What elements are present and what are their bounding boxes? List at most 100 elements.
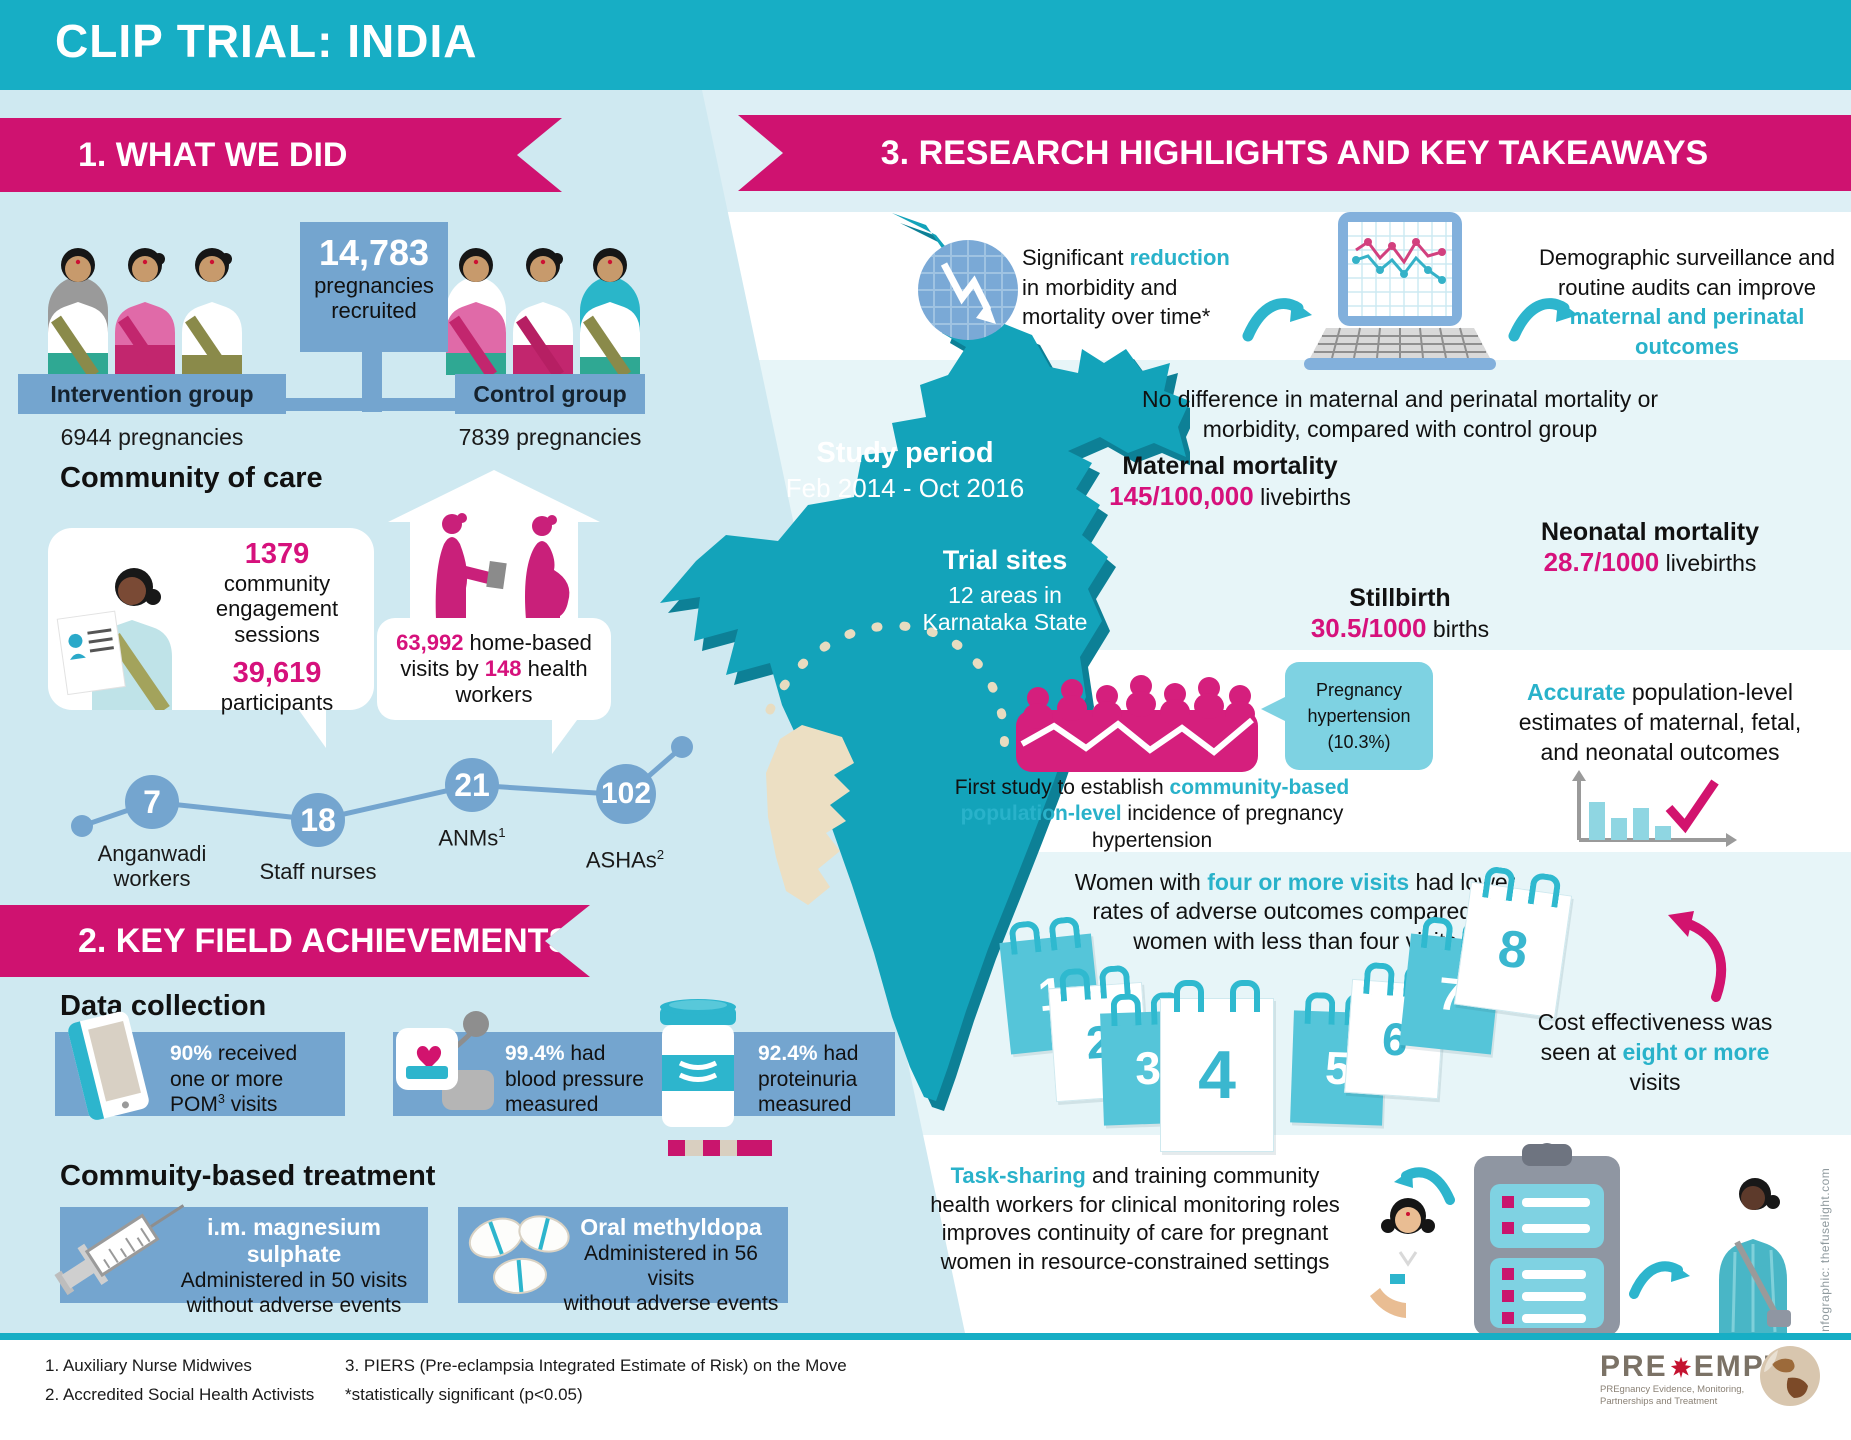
trial-sites-line2: Karnataka State <box>922 609 1088 635</box>
page-header: CLIP TRIAL: INDIA <box>0 0 1851 90</box>
highlight-reduction-text: Significant reduction in morbidity and m… <box>1022 245 1230 330</box>
footnotes-column-1: 1. Auxiliary Nurse Midwives 2. Accredite… <box>45 1356 315 1404</box>
footer-divider <box>0 1333 1851 1340</box>
india-map <box>660 213 1190 1111</box>
maternal-mortality-stat: Maternal mortality 145/100,000 livebirth… <box>1109 452 1351 511</box>
laptop-icon <box>1304 212 1496 370</box>
logo-part1: PRE <box>1600 1350 1668 1383</box>
visit-page-8: 8 <box>1453 881 1573 1019</box>
home-visit-figures-icon <box>435 513 570 620</box>
pills-icon <box>468 1215 570 1295</box>
woman-icon <box>513 248 573 375</box>
crowd-icon <box>1016 675 1258 772</box>
control-group-count: 7839 pregnancies <box>458 424 642 450</box>
takeaway-surveillance-text: Demographic surveillance and routine aud… <box>1539 245 1835 360</box>
intervention-group-count: 6944 pregnancies <box>60 424 244 450</box>
participants-label: participants <box>220 689 334 715</box>
ashas-label: ASHAs2 <box>585 847 665 873</box>
footnotes-column-2: 3. PIERS (Pre-eclampsia Integrated Estim… <box>345 1356 847 1404</box>
anms-count-node: 21 <box>445 758 499 812</box>
methyldopa-text: Oral methyldopa Administered in 56 visit… <box>563 1214 779 1316</box>
bar-chart-check-icon <box>1572 770 1737 847</box>
section-banner-research: 3. RESEARCH HIGHLIGHTS AND KEY TAKEAWAYS <box>738 115 1851 191</box>
speech-bubble-tail <box>1261 696 1287 722</box>
karnataka-region <box>766 725 854 905</box>
cost-effectiveness-text: Cost effectiveness was seen at eight or … <box>1537 1009 1773 1095</box>
group-connector-stem <box>362 352 382 412</box>
page-title: CLIP TRIAL: INDIA <box>55 15 478 67</box>
stillbirth-stat: Stillbirth 30.5/1000 births <box>1310 584 1490 643</box>
first-study-text: First study to establish community-based… <box>954 776 1350 852</box>
control-group-figures <box>446 248 640 375</box>
recruited-label: pregnancies recruited <box>314 273 434 323</box>
tablet-icon <box>68 1011 149 1120</box>
dipstick-icon <box>668 1140 772 1156</box>
trend-down-icon <box>918 240 1018 340</box>
band-row-surveillance <box>702 212 1851 360</box>
pink-arrow-icon <box>1668 911 1727 1002</box>
study-period-label: Study period <box>816 437 994 469</box>
intervention-group-figures <box>48 248 242 375</box>
magnesium-text: i.m. magnesium sulphate Administered in … <box>180 1214 408 1318</box>
speech-bubble-tail <box>296 706 326 748</box>
home-visits-text: 63,992 home-based visits by 148 health w… <box>396 630 592 707</box>
anms-label: ANMs1 <box>438 825 506 851</box>
syringe-icon <box>54 1204 185 1296</box>
control-group-label: Control group <box>455 374 645 414</box>
visit-page-4: 4 <box>1160 980 1274 1152</box>
hypertension-bubble: Pregnancy hypertension (10.3%) <box>1285 662 1433 770</box>
woman-icon <box>580 248 640 375</box>
section-banner-key-field: 2. KEY FIELD ACHIEVEMENTS <box>0 905 590 977</box>
arrow-right-icon <box>1508 298 1578 342</box>
proteinuria-text: 92.4% had proteinuria measured <box>758 1042 859 1117</box>
arrow-right-icon <box>1242 298 1312 342</box>
pregnant-woman-icon <box>1719 1178 1791 1333</box>
task-sharing-text: Task-sharing and training community heal… <box>930 1163 1340 1274</box>
health-workers-value: 148 <box>484 655 522 681</box>
anganwadi-count-node: 7 <box>125 775 179 829</box>
recruited-box: 14,783 pregnancies recruited <box>300 222 448 352</box>
study-period-value: Feb 2014 - Oct 2016 <box>785 473 1025 503</box>
maple-leaf-icon <box>1670 1356 1691 1378</box>
home-visits-speech-bubble <box>377 618 611 720</box>
arrow-left-icon <box>1394 1167 1455 1205</box>
speech-bubble-tail <box>552 716 580 754</box>
credit-text: infographic: thefuselight.com <box>1818 1167 1832 1335</box>
woman-icon <box>115 248 175 375</box>
pom-visits-text: 90% received one or more POM3 visits <box>170 1042 298 1117</box>
bp-monitor-icon <box>396 1011 494 1110</box>
house-icon <box>388 470 600 522</box>
trial-sites-line1: 12 areas in <box>948 582 1062 608</box>
india-shape <box>660 213 1190 1101</box>
community-woman-icon <box>56 568 172 710</box>
urine-cup-icon <box>660 999 736 1127</box>
no-difference-text: No difference in maternal and perinatal … <box>1141 386 1659 442</box>
trial-sites-dashed-arc <box>765 621 1009 770</box>
woman-icon <box>48 248 108 375</box>
treatment-heading: Commuity-based treatment <box>60 1160 436 1192</box>
anganwadi-label: Anganwadi workers <box>97 841 207 891</box>
community-of-care-heading: Community of care <box>60 462 323 494</box>
trial-sites-label: Trial sites <box>942 545 1068 575</box>
globe-icon <box>1760 1346 1820 1406</box>
home-visits-value: 63,992 <box>396 630 464 655</box>
engagement-sessions-value: 1379 <box>244 538 310 570</box>
staff-nurses-label: Staff nurses <box>259 859 377 884</box>
arrow-right-icon <box>1629 1261 1690 1299</box>
recruited-value: 14,783 <box>318 232 430 273</box>
woman-icon <box>182 248 242 375</box>
clipboard-icon <box>1474 1143 1620 1336</box>
staff-nurses-count-node: 18 <box>291 793 345 847</box>
engagement-stats: 1379 community engagement sessions 39,61… <box>188 538 366 715</box>
blood-pressure-text: 99.4% had blood pressure measured <box>505 1042 644 1117</box>
accurate-estimates-text: Accurate population-level estimates of m… <box>1518 679 1802 765</box>
engagement-sessions-label: community engagement sessions <box>215 571 339 647</box>
section-banner-what-we-did: 1. WHAT WE DID <box>0 118 562 192</box>
data-collection-heading: Data collection <box>60 990 267 1022</box>
participants-value: 39,619 <box>232 656 322 689</box>
nurse-icon <box>1370 1198 1446 1333</box>
intervention-group-label: Intervention group <box>18 374 286 414</box>
woman-icon <box>446 248 506 375</box>
ashas-count-node: 102 <box>596 764 656 824</box>
